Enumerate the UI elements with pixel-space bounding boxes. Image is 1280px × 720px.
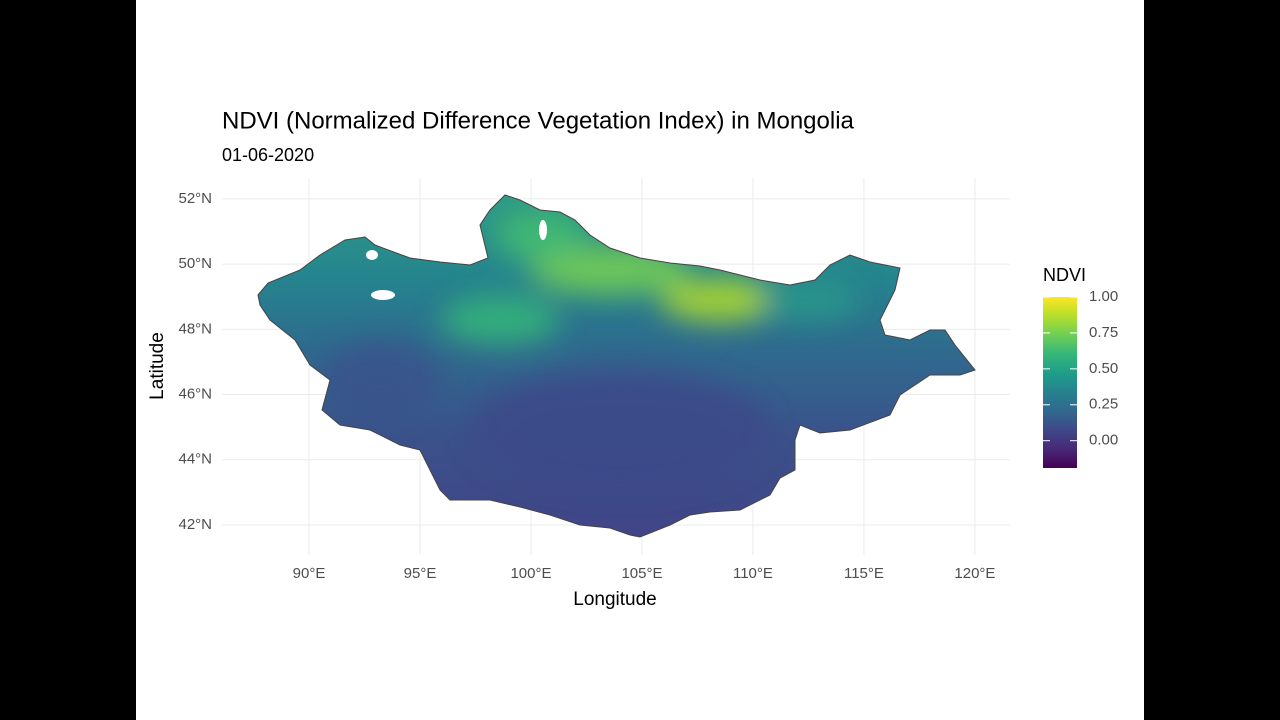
y-tick-label: 52°N — [178, 190, 212, 207]
x-tick-label: 120°E — [954, 565, 995, 582]
chart-title: NDVI (Normalized Difference Vegetation I… — [222, 107, 855, 134]
legend-tick-label: 0.50 — [1089, 360, 1118, 377]
x-axis-title: Longitude — [573, 589, 656, 610]
colorbar — [1043, 297, 1077, 468]
x-tick-label: 110°E — [733, 565, 773, 582]
legend-tick-label: 0.00 — [1089, 432, 1118, 449]
legend-tick-label: 0.25 — [1089, 396, 1118, 413]
x-tick-label: 100°E — [510, 565, 551, 582]
legend-title: NDVI — [1043, 265, 1086, 285]
legend-tick-label: 0.75 — [1089, 324, 1118, 341]
y-tick-label: 44°N — [178, 451, 212, 468]
x-tick-label: 105°E — [621, 565, 662, 582]
x-tick-label: 115°E — [844, 565, 884, 582]
x-tick-label: 95°E — [404, 565, 437, 582]
x-tick-label: 90°E — [293, 565, 326, 582]
chart-subtitle: 01-06-2020 — [222, 145, 314, 165]
y-tick-label: 42°N — [178, 516, 212, 533]
legend-tick-label: 1.00 — [1089, 288, 1118, 305]
y-axis-title: Latitude — [147, 332, 168, 400]
y-tick-label: 50°N — [178, 255, 212, 272]
y-tick-label: 48°N — [178, 320, 212, 337]
y-tick-label: 46°N — [178, 386, 212, 403]
